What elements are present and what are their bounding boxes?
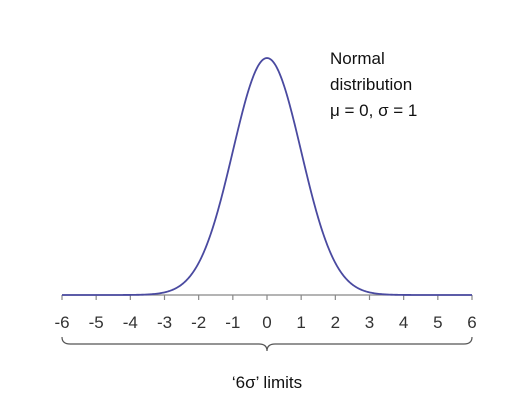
annotation-line-1: Normal [330,49,385,68]
six-sigma-brace [61,336,473,352]
normal-curve-line [62,57,472,296]
x-tick-label-4: -2 [191,313,206,332]
x-tick-label-12: 6 [467,313,476,332]
x-axis-ticks [61,295,473,300]
x-tick-label-11: 5 [433,313,442,332]
x-tick-label-9: 3 [365,313,374,332]
x-tick-label-1: -5 [89,313,104,332]
x-tick-label-5: -1 [225,313,240,332]
x-tick-label-0: -6 [54,313,69,332]
annotation-line-3: μ = 0, σ = 1 [330,101,417,120]
x-tick-label-2: -4 [123,313,138,332]
annotation: Normal distribution μ = 0, σ = 1 [330,49,417,120]
x-tick-label-8: 2 [331,313,340,332]
x-tick-label-7: 1 [296,313,305,332]
annotation-line-2: distribution [330,75,412,94]
x-tick-label-3: -3 [157,313,172,332]
brace-label: ‘6σ’ limits [232,373,302,392]
x-tick-label-10: 4 [399,313,408,332]
x-axis-tick-labels: -6 -5 -4 -3 -2 -1 0 1 2 3 4 5 6 [54,313,476,332]
x-tick-label-6: 0 [262,313,271,332]
